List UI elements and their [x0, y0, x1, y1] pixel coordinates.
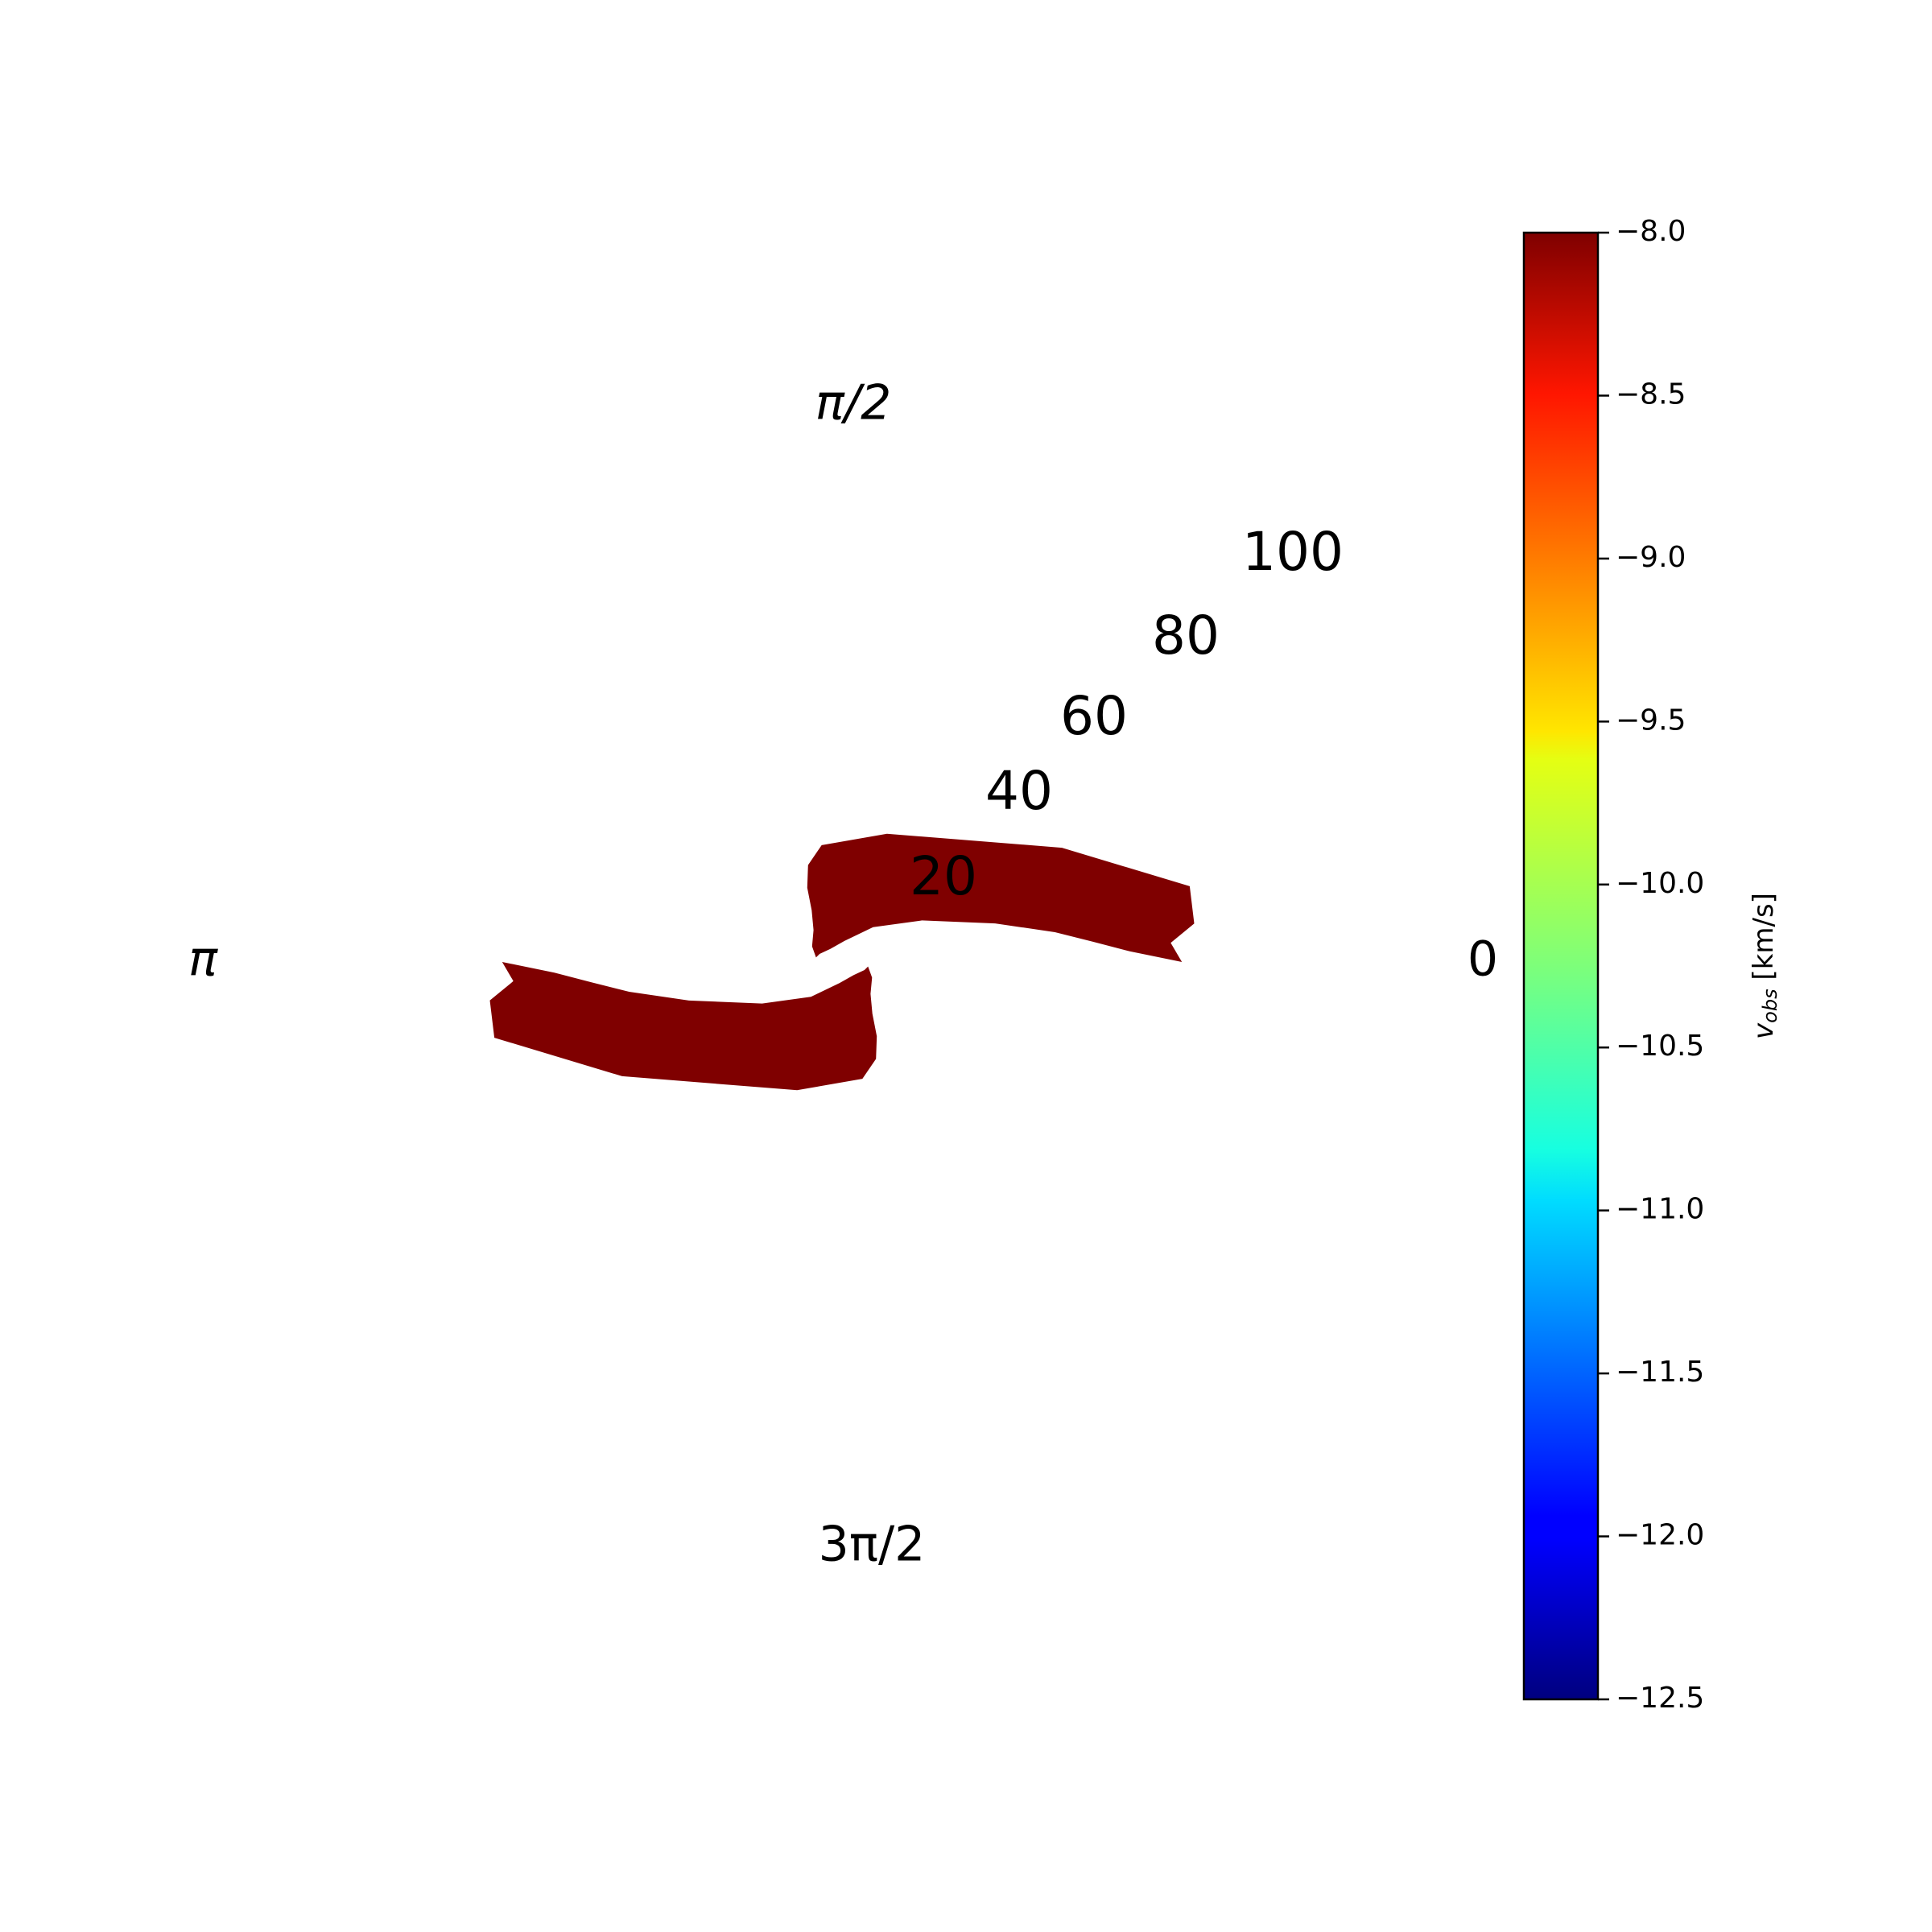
- colorbar-tick-label: −12.5: [1616, 1682, 1704, 1715]
- radial-label-20: 20: [910, 845, 977, 907]
- colorbar-tick-label: −11.5: [1616, 1356, 1704, 1389]
- colorbar-tick-label: −8.5: [1616, 378, 1686, 411]
- colorbar-tick-label: −8.0: [1616, 215, 1686, 248]
- angle-label-pi: π: [188, 931, 218, 988]
- colorbar-label-units: [km/s]: [1748, 893, 1780, 989]
- right-arm-region: [807, 833, 1195, 962]
- radial-label-40: 40: [985, 760, 1053, 822]
- colorbar: −8.0 −8.5 −9.0 −9.5 −10.0 −10.5 −11.0 −11.5 −12.…: [1522, 215, 1782, 1715]
- polar-plot-area: 0 π/2 π 3π/2 20 40 60 80 100: [188, 375, 1498, 1573]
- colorbar-tick-label: −10.5: [1616, 1030, 1704, 1063]
- colorbar-tick-label: −9.5: [1616, 704, 1686, 737]
- colorbar-tick-label: −9.0: [1616, 541, 1686, 574]
- colorbar-ticks: −8.0 −8.5 −9.0 −9.5 −10.0 −10.5 −11.0 −11.5 −12.…: [1598, 215, 1704, 1715]
- radial-label-80: 80: [1152, 605, 1220, 667]
- radial-label-60: 60: [1060, 685, 1128, 747]
- colorbar-label-subscript: obs: [1759, 989, 1781, 1022]
- colorbar-label-symbol: v: [1748, 1022, 1780, 1039]
- radial-label-100: 100: [1242, 521, 1344, 583]
- colorbar-gradient: [1522, 231, 1600, 1701]
- angle-label-0: 0: [1468, 931, 1498, 988]
- colorbar-tick-label: −10.0: [1616, 867, 1704, 900]
- angle-label-pi-half: π/2: [815, 375, 892, 431]
- velocity-regions: [489, 833, 1195, 1091]
- colorbar-tick-label: −12.0: [1616, 1519, 1704, 1552]
- colorbar-tick-label: −11.0: [1616, 1193, 1704, 1226]
- left-arm-region: [489, 962, 877, 1091]
- colorbar-label: vobs [km/s]: [1748, 893, 1782, 1039]
- angle-label-3pi-half: 3π/2: [819, 1517, 926, 1573]
